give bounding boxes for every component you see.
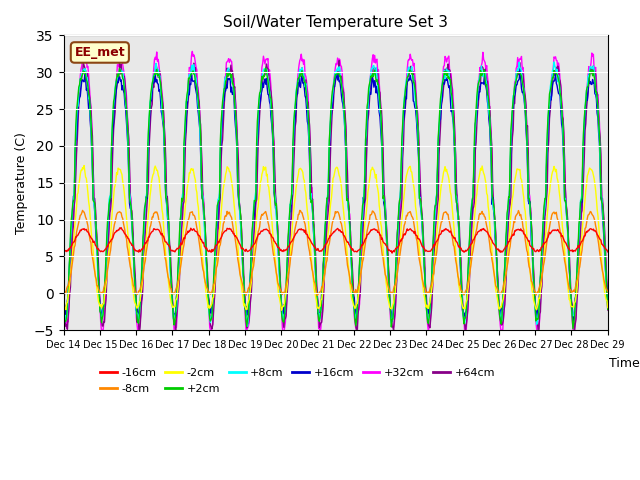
+8cm	[550, 59, 558, 65]
+16cm	[70, 193, 77, 199]
-8cm	[211, 280, 218, 286]
Legend: -16cm, -8cm, -2cm, +2cm, +8cm, +16cm, +32cm, +64cm: -16cm, -8cm, -2cm, +2cm, +8cm, +16cm, +3…	[96, 364, 499, 398]
+2cm	[604, 307, 612, 312]
+2cm	[181, 127, 189, 133]
+64cm	[335, 58, 343, 63]
-8cm	[61, 293, 68, 299]
-16cm	[604, 249, 612, 255]
-16cm	[70, 240, 77, 245]
-2cm	[419, 285, 427, 290]
+8cm	[419, 224, 426, 230]
-2cm	[278, 307, 285, 313]
Text: EE_met: EE_met	[74, 46, 125, 59]
+2cm	[403, 81, 410, 86]
-8cm	[403, 213, 411, 219]
+16cm	[604, 303, 612, 309]
+32cm	[82, 47, 90, 53]
Title: Soil/Water Temperature Set 3: Soil/Water Temperature Set 3	[223, 15, 448, 30]
+32cm	[70, 208, 77, 214]
-16cm	[388, 250, 396, 256]
+32cm	[604, 308, 612, 313]
Line: -2cm: -2cm	[63, 166, 608, 310]
-8cm	[604, 288, 612, 294]
-8cm	[60, 290, 67, 296]
+16cm	[60, 296, 67, 301]
+16cm	[403, 96, 410, 102]
+8cm	[210, 287, 218, 292]
-16cm	[60, 246, 67, 252]
+16cm	[210, 290, 218, 296]
+16cm	[388, 318, 396, 324]
-2cm	[70, 239, 77, 245]
-8cm	[296, 207, 303, 213]
+16cm	[516, 66, 524, 72]
-2cm	[211, 287, 218, 292]
+64cm	[604, 298, 612, 304]
+64cm	[403, 80, 411, 86]
+8cm	[604, 303, 612, 309]
+64cm	[211, 300, 218, 306]
+8cm	[181, 131, 189, 137]
+8cm	[70, 198, 77, 204]
-16cm	[419, 244, 427, 250]
+2cm	[70, 197, 77, 203]
+32cm	[419, 215, 426, 221]
+2cm	[125, 195, 133, 201]
+2cm	[210, 279, 218, 285]
-16cm	[127, 240, 134, 246]
+64cm	[136, 331, 143, 337]
Line: +16cm: +16cm	[63, 69, 608, 321]
+8cm	[60, 307, 67, 313]
Line: +32cm: +32cm	[63, 50, 608, 338]
-8cm	[70, 244, 78, 250]
-8cm	[182, 231, 189, 237]
-16cm	[117, 225, 125, 230]
+8cm	[403, 76, 410, 82]
-2cm	[604, 305, 612, 311]
+2cm	[60, 305, 67, 311]
-2cm	[80, 163, 88, 168]
+32cm	[127, 192, 134, 197]
Line: +64cm: +64cm	[63, 60, 608, 334]
+32cm	[403, 77, 410, 83]
+64cm	[60, 305, 67, 311]
-2cm	[403, 170, 411, 176]
X-axis label: Time: Time	[609, 357, 639, 370]
+64cm	[182, 139, 189, 144]
Line: +2cm: +2cm	[63, 68, 608, 329]
-16cm	[211, 246, 218, 252]
+32cm	[570, 336, 577, 341]
+64cm	[419, 227, 427, 233]
+16cm	[419, 228, 426, 234]
-16cm	[403, 226, 411, 232]
Line: +8cm: +8cm	[63, 62, 608, 326]
Line: -8cm: -8cm	[63, 210, 608, 296]
+16cm	[125, 200, 133, 206]
-8cm	[127, 264, 134, 269]
-16cm	[182, 232, 189, 238]
+32cm	[182, 126, 189, 132]
+32cm	[211, 299, 218, 304]
Y-axis label: Temperature (C): Temperature (C)	[15, 132, 28, 234]
+64cm	[125, 160, 133, 166]
+2cm	[419, 220, 426, 226]
+64cm	[70, 221, 77, 227]
-2cm	[182, 201, 189, 207]
+2cm	[262, 65, 269, 71]
+8cm	[244, 324, 252, 329]
+16cm	[181, 134, 189, 140]
+32cm	[60, 308, 67, 314]
-2cm	[60, 301, 67, 307]
-2cm	[127, 258, 134, 264]
+2cm	[569, 326, 577, 332]
Line: -16cm: -16cm	[63, 228, 608, 253]
-8cm	[419, 279, 427, 285]
+8cm	[125, 190, 133, 195]
